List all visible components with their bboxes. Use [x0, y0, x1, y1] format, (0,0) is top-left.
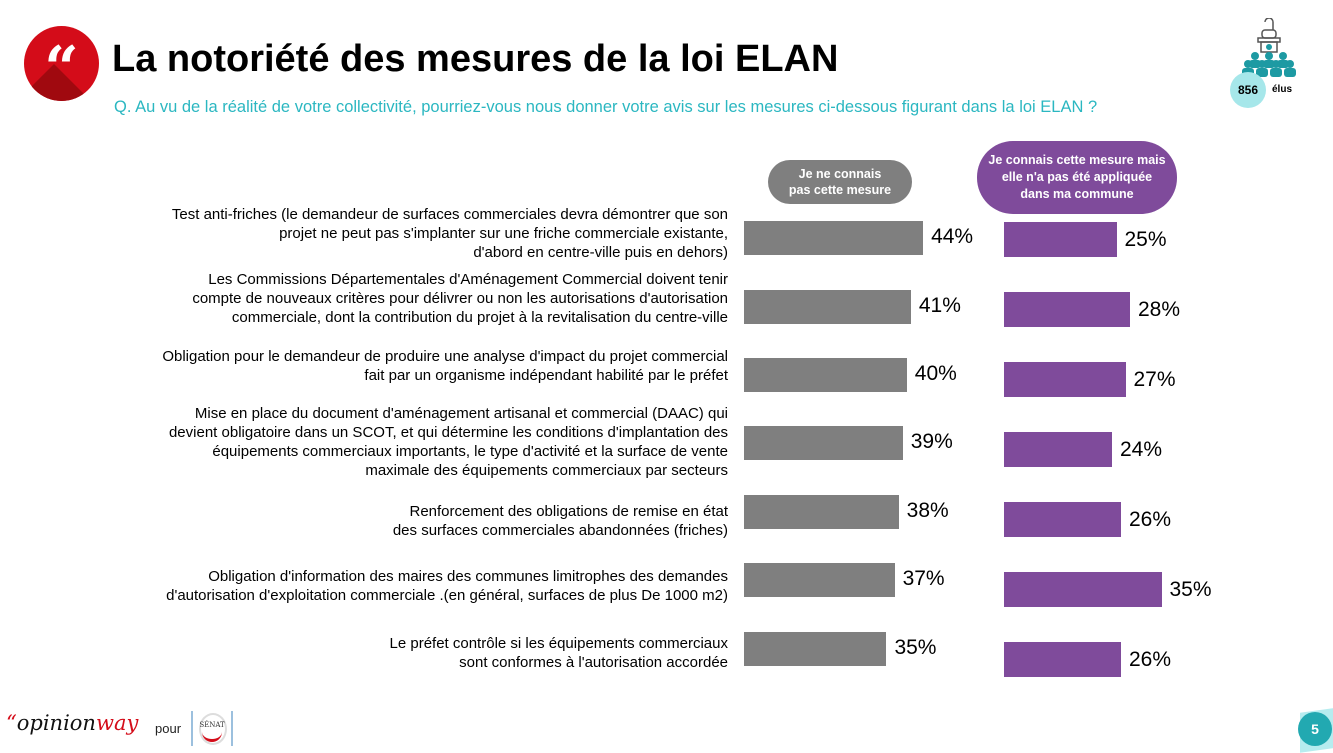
bar-not-known [744, 358, 907, 392]
category-label-line: Renforcement des obligations de remise e… [409, 503, 728, 520]
bar-known-not-applied [1004, 362, 1126, 397]
data-label: 39% [910, 430, 953, 453]
category-label-line: Mise en place du document d'aménagement … [194, 405, 728, 422]
category-label-line: maximale des équipements commerciaux par… [365, 462, 728, 479]
category-label-line: fait par un organisme indépendant habili… [364, 367, 728, 384]
category-label-line: Obligation pour le demandeur de produire… [162, 348, 728, 365]
data-label: 27% [1133, 368, 1176, 391]
category-label: Mise en place du document d'aménagement … [169, 404, 728, 480]
page-title: La notoriété des mesures de la loi ELAN [112, 38, 839, 80]
category-label-line: des surfaces commerciales abandonnées (f… [392, 522, 728, 539]
category-label-line: sont conformes à l'autorisation accordée [459, 654, 728, 671]
bar-not-known [744, 221, 924, 255]
data-label: 40% [914, 362, 957, 385]
category-label-line: Le préfet contrôle si les équipements co… [389, 635, 729, 652]
data-label: 41% [918, 294, 961, 317]
data-label: 28% [1138, 298, 1181, 321]
bar-known-not-applied [1004, 292, 1130, 327]
data-label: 35% [894, 636, 937, 659]
category-label-line: Test anti-friches (le demandeur de surfa… [171, 206, 728, 223]
category-label: Obligation pour le demandeur de produire… [162, 347, 728, 385]
bar-not-known [744, 563, 895, 597]
bar-known-not-applied [1004, 502, 1121, 537]
opinionway-logo: “opinionway [6, 711, 139, 735]
category-label: Test anti-friches (le demandeur de surfa… [172, 205, 728, 262]
category-label: Renforcement des obligations de remise e… [393, 502, 728, 540]
audience-podium-icon [1242, 18, 1296, 77]
category-label-line: d'autorisation d'exploitation commercial… [166, 587, 728, 604]
legend-line: elle n'a pas été appliquée [1001, 170, 1153, 184]
category-label-line: équipements commerciaux importants, le t… [212, 443, 728, 460]
legend-line: dans ma commune [1020, 187, 1134, 201]
bar-not-known [744, 495, 899, 529]
data-label: 26% [1129, 508, 1172, 531]
data-label: 44% [931, 225, 974, 248]
legend-not-known: Je ne connais pas cette mesure [768, 160, 912, 204]
data-label: 37% [902, 567, 945, 590]
category-label-line: commerciale, dont la contribution du pro… [231, 309, 728, 326]
category-label-line: Obligation d'information des maires des … [208, 568, 728, 585]
bar-not-known [744, 426, 903, 460]
category-label-line: compte de nouveaux critères pour délivre… [192, 290, 728, 307]
bar-not-known [744, 632, 887, 666]
data-label: 35% [1169, 578, 1212, 601]
data-label: 24% [1120, 438, 1163, 461]
legend-line: pas cette mesure [788, 183, 892, 197]
question-subtitle: Q. Au vu de la réalité de votre collecti… [114, 98, 1098, 116]
quote-logo-icon: “ [24, 26, 99, 101]
legend-known-not-applied: Je connais cette mesure mais elle n'a pa… [977, 141, 1177, 214]
bar-known-not-applied [1004, 222, 1117, 257]
sample-size-badge: 856 [1230, 72, 1266, 108]
legend-line: Je ne connais [798, 167, 882, 181]
data-label: 26% [1129, 648, 1172, 671]
category-label-line: projet ne peut pas s'implanter sur une f… [279, 225, 728, 242]
category-label: Le préfet contrôle si les équipements co… [390, 634, 729, 672]
category-label: Obligation d'information des maires des … [166, 567, 728, 605]
bar-known-not-applied [1004, 432, 1112, 467]
category-label: Les Commissions Départementales d'Aménag… [192, 270, 728, 327]
data-label: 25% [1124, 228, 1167, 251]
page-number: 5 [1298, 712, 1332, 746]
footer-pour-text: pour [155, 721, 182, 736]
bar-known-not-applied [1004, 642, 1121, 677]
senat-logo: SÉNAT [191, 711, 233, 746]
legend-line: Je connais cette mesure mais [988, 153, 1166, 167]
category-label-line: devient obligatoire dans un SCOT, et qui… [168, 424, 728, 441]
category-label-line: d'abord en centre-ville puis en dehors) [473, 244, 728, 261]
bar-not-known [744, 290, 911, 324]
sample-size-label: élus [1272, 84, 1293, 95]
bar-known-not-applied [1004, 572, 1162, 607]
data-label: 38% [906, 499, 949, 522]
category-label-line: Les Commissions Départementales d'Aménag… [208, 271, 728, 288]
